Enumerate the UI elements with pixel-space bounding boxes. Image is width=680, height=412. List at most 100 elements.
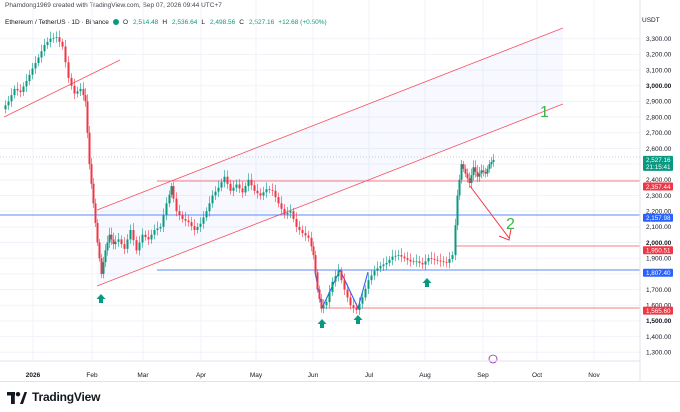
candle-body[interactable]: [70, 77, 73, 86]
price-tag[interactable]: 1,565.60: [643, 306, 673, 315]
tradingview-logo[interactable]: TradingView: [7, 390, 100, 404]
candle-body[interactable]: [138, 242, 141, 251]
up-arrow-icon[interactable]: [353, 315, 363, 324]
candle-body[interactable]: [492, 159, 495, 163]
candle-body[interactable]: [304, 233, 307, 236]
candle-body[interactable]: [22, 86, 25, 93]
candle-body[interactable]: [28, 74, 31, 82]
candle-body[interactable]: [55, 37, 58, 38]
candle-body[interactable]: [412, 261, 415, 263]
candle-body[interactable]: [480, 170, 483, 174]
candle-body[interactable]: [328, 291, 331, 303]
candle-body[interactable]: [112, 239, 115, 245]
candle-body[interactable]: [52, 37, 55, 39]
candle-body[interactable]: [462, 164, 465, 169]
candle-body[interactable]: [214, 191, 217, 196]
candle-body[interactable]: [46, 41, 49, 45]
candle-body[interactable]: [175, 198, 178, 212]
candle-body[interactable]: [223, 176, 226, 183]
candle-body[interactable]: [247, 179, 250, 187]
candle-body[interactable]: [126, 239, 129, 249]
candle-body[interactable]: [430, 258, 433, 260]
candle-body[interactable]: [373, 270, 376, 276]
candle-body[interactable]: [472, 167, 475, 176]
candle-body[interactable]: [427, 258, 430, 262]
candle-body[interactable]: [314, 255, 317, 273]
candle-body[interactable]: [370, 275, 373, 281]
price-tag[interactable]: 1,807.40: [643, 268, 673, 277]
candle-body[interactable]: [108, 234, 111, 243]
candle-body[interactable]: [358, 303, 361, 310]
candle-body[interactable]: [159, 226, 162, 229]
candle-body[interactable]: [292, 211, 295, 220]
price-axis[interactable]: 3,300.00 3,200.00 3,100.00 3,000.00 2,900.00…: [639, 0, 672, 381]
symbol-legend[interactable]: Ethereum / TetherUS · 1D · Binance O 2,51…: [5, 16, 327, 28]
candle-body[interactable]: [135, 240, 138, 251]
candle-body[interactable]: [241, 188, 244, 193]
candle-body[interactable]: [102, 262, 105, 274]
candle-body[interactable]: [271, 190, 274, 191]
candle-body[interactable]: [274, 190, 277, 198]
candle-body[interactable]: [226, 176, 229, 184]
candle-body[interactable]: [168, 194, 171, 204]
drawings[interactable]: 12: [0, 27, 640, 364]
candle-body[interactable]: [406, 258, 409, 260]
candle-body[interactable]: [482, 170, 485, 172]
candle-body[interactable]: [331, 281, 334, 292]
candle-body[interactable]: [388, 259, 391, 263]
candle-body[interactable]: [205, 211, 208, 218]
candle-body[interactable]: [340, 270, 343, 281]
annotation-label-2[interactable]: 2: [506, 216, 515, 233]
candle-body[interactable]: [144, 234, 147, 238]
annotation-label-1[interactable]: 1: [540, 104, 549, 121]
candle-body[interactable]: [199, 223, 202, 227]
candle-body[interactable]: [397, 255, 400, 256]
candle-body[interactable]: [476, 171, 479, 177]
candle-body[interactable]: [129, 230, 132, 240]
candle-body[interactable]: [84, 95, 87, 102]
candle-body[interactable]: [110, 234, 113, 240]
up-arrow-icon[interactable]: [422, 278, 432, 287]
candle-body[interactable]: [352, 305, 355, 308]
candle-body[interactable]: [415, 261, 418, 263]
candle-body[interactable]: [82, 88, 85, 96]
candle-body[interactable]: [150, 234, 153, 240]
candle-body[interactable]: [94, 203, 97, 223]
candle-body[interactable]: [409, 259, 412, 262]
candle-body[interactable]: [114, 241, 117, 245]
candle-body[interactable]: [58, 37, 61, 42]
candle-body[interactable]: [376, 268, 379, 271]
candle-body[interactable]: [382, 264, 385, 267]
candle-body[interactable]: [280, 203, 283, 209]
candle-body[interactable]: [466, 173, 469, 179]
candle-body[interactable]: [73, 85, 76, 94]
candle-body[interactable]: [283, 208, 286, 215]
currency-label[interactable]: USDT: [642, 17, 660, 24]
candle-body[interactable]: [19, 90, 22, 93]
candle-body[interactable]: [37, 57, 40, 64]
candle-body[interactable]: [460, 164, 463, 180]
candle-body[interactable]: [418, 261, 421, 263]
candle-body[interactable]: [181, 215, 184, 220]
candle-body[interactable]: [458, 179, 461, 196]
candle-body[interactable]: [10, 95, 13, 102]
candle-body[interactable]: [442, 261, 445, 263]
candle-body[interactable]: [403, 256, 406, 259]
candle-body[interactable]: [25, 81, 28, 87]
candle-body[interactable]: [123, 244, 126, 249]
candle-body[interactable]: [67, 62, 70, 78]
candle-body[interactable]: [364, 288, 367, 298]
candle-body[interactable]: [445, 262, 448, 263]
candle-body[interactable]: [4, 105, 7, 110]
candle-body[interactable]: [312, 246, 315, 256]
candle-body[interactable]: [193, 226, 196, 230]
candle-body[interactable]: [220, 182, 223, 188]
symbol-name[interactable]: Ethereum / TetherUS · 1D · Binance: [5, 18, 109, 26]
candle-body[interactable]: [147, 237, 150, 240]
candle-body[interactable]: [100, 258, 103, 274]
candle-body[interactable]: [318, 289, 321, 299]
candle-body[interactable]: [117, 239, 120, 242]
candle-body[interactable]: [190, 222, 193, 227]
candle-body[interactable]: [301, 230, 304, 234]
up-arrow-icon[interactable]: [317, 319, 327, 328]
